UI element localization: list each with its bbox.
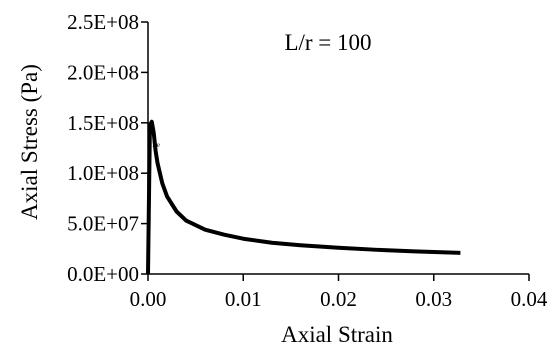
y-ticks: 0.0E+00 5.0E+07 1.0E+08 1.5E+08 2.0E+08 2.5E+… (67, 10, 148, 286)
y-tick-label: 5.0E+07 (67, 212, 139, 236)
y-axis-title: Axial Stress (Pa) (17, 64, 42, 220)
x-tick-label: 0.04 (511, 287, 548, 311)
x-axis-title: Axial Strain (281, 322, 393, 347)
x-tick-label: 0.01 (225, 287, 262, 311)
y-tick-label: 0.0E+00 (67, 262, 139, 286)
y-tick-label: 1.5E+08 (67, 111, 139, 135)
axes (147, 22, 529, 275)
y-tick-label: 2.5E+08 (67, 10, 139, 34)
stray-label: Ire (152, 141, 160, 149)
y-tick-label: 2.0E+08 (67, 60, 139, 84)
x-tick-label: 0.03 (415, 287, 452, 311)
x-tick-label: 0.00 (130, 287, 167, 311)
x-tick-label: 0.02 (320, 287, 357, 311)
chart-annotation: L/r = 100 (284, 30, 371, 55)
series-layer (146, 119, 461, 275)
x-ticks: 0.00 0.01 0.02 0.03 0.04 (130, 274, 548, 311)
series-line (146, 119, 461, 275)
y-tick-label: 1.0E+08 (67, 161, 139, 185)
